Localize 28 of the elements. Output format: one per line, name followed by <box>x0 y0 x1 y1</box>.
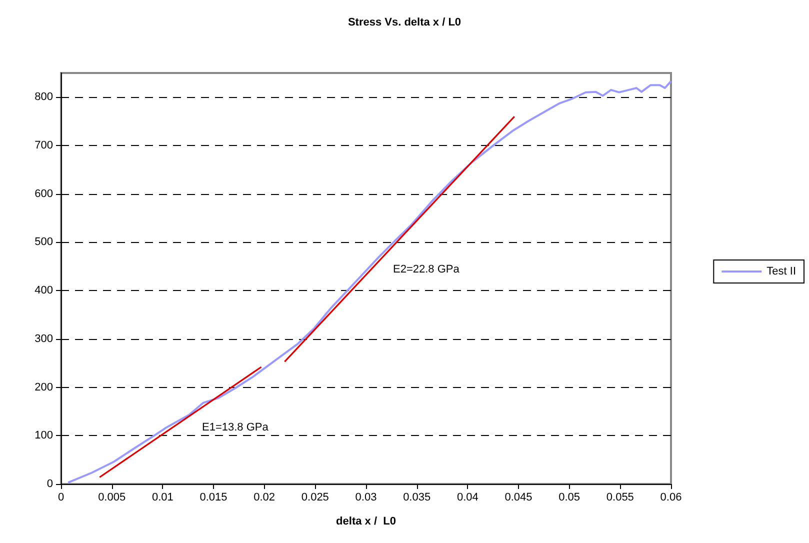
x-tick-label: 0.025 <box>301 492 329 504</box>
x-tick-label: 0 <box>58 492 64 504</box>
y-tick-label: 300 <box>34 332 53 345</box>
y-tick-label: 400 <box>34 284 53 297</box>
line-series <box>67 80 672 484</box>
y-tick-label: 100 <box>34 430 53 442</box>
y-tick-label: 700 <box>34 140 53 152</box>
y-tick-label: 0 <box>46 478 53 490</box>
x-tick-label: 0.04 <box>456 492 478 504</box>
annotation: E1=13.8 GPa <box>202 422 270 434</box>
x-tick-label: 0.01 <box>152 492 174 504</box>
x-tick-label: 0.06 <box>660 492 682 504</box>
y-tick-label: 600 <box>34 188 53 200</box>
x-axis-title: delta x / L0 <box>336 516 396 528</box>
x-tick-label: 0.005 <box>98 492 126 504</box>
y-tick-label: 200 <box>34 381 53 394</box>
x-tick-label: 0.03 <box>355 492 377 504</box>
y-tick-label: 800 <box>34 91 53 104</box>
x-tick-label: 0.015 <box>200 492 228 504</box>
y-tick-label: 500 <box>34 236 53 248</box>
annotation: E2=22.8 GPa <box>393 264 460 276</box>
x-tick-label: 0.055 <box>606 492 634 504</box>
x-tick-label: 0.045 <box>504 492 532 504</box>
x-tick-label: 0.02 <box>254 492 276 504</box>
x-tick-label: 0.035 <box>403 492 431 504</box>
legend-label: Test II <box>766 266 796 278</box>
x-tick-label: 0.05 <box>558 492 580 504</box>
chart-title: Stress Vs. delta x / L0 <box>348 16 462 28</box>
